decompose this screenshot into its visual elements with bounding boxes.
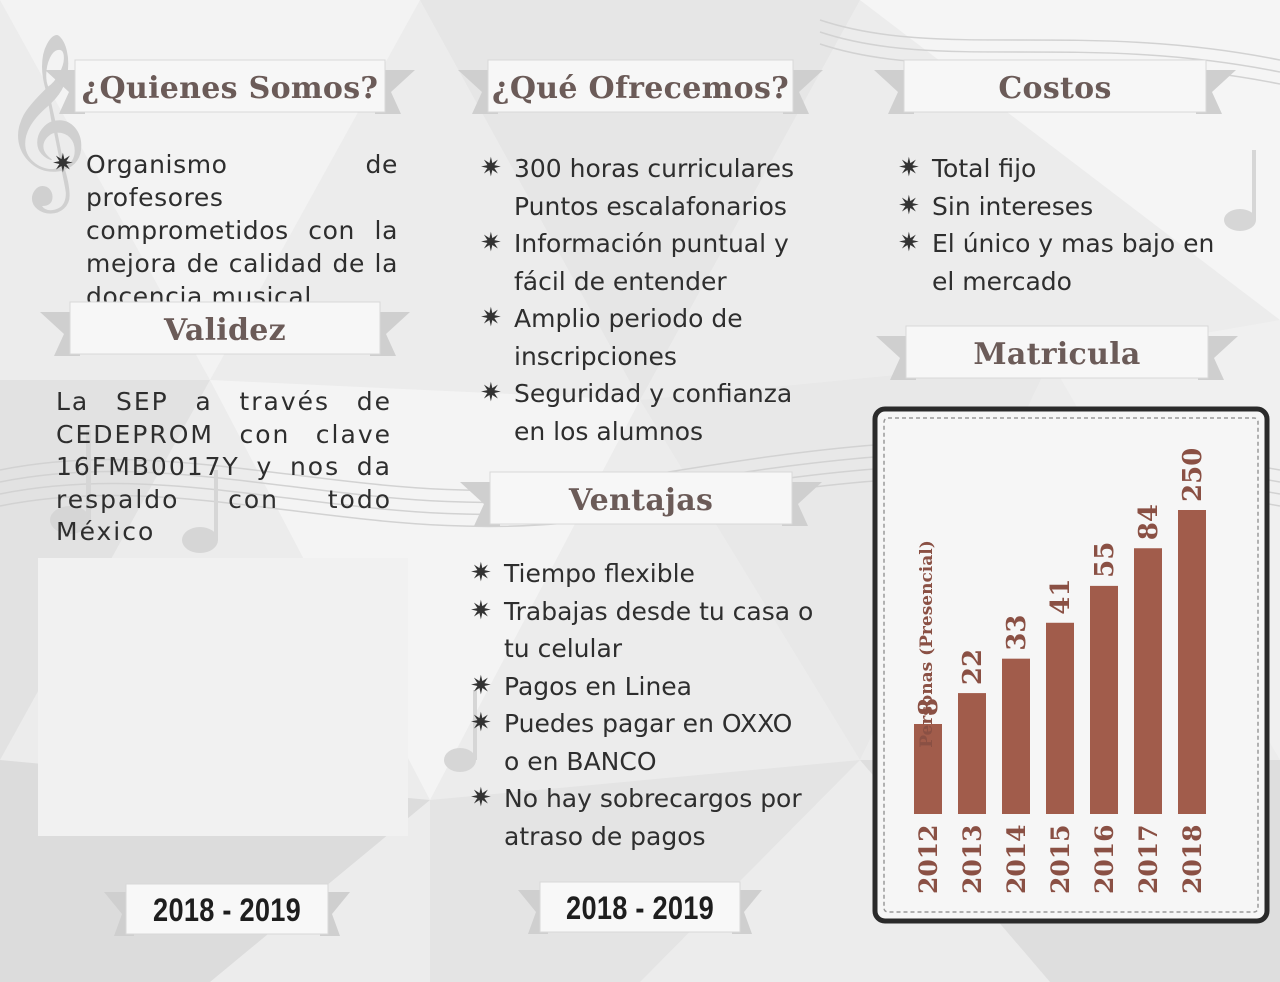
year-label: 2018 - 2019 xyxy=(565,889,715,926)
validity-text: La SEP a través de CEDEPROM con clave 16… xyxy=(56,387,392,546)
offer-item: ✷ Información puntual y fácil de entender xyxy=(480,225,810,300)
ribbon-shape xyxy=(874,59,1236,114)
chart-category-label: 2018 xyxy=(1178,824,1207,894)
cost-item: ✷ Sin intereses xyxy=(898,188,1228,226)
star-bullet-icon: ✷ xyxy=(898,153,920,183)
chart-value-label: 33 xyxy=(1002,614,1032,650)
chart-category-label: 2015 xyxy=(1046,824,1075,894)
ribbon-shape xyxy=(460,471,822,526)
chart-bar xyxy=(958,693,986,814)
chart-value-label: 250 xyxy=(1178,448,1208,502)
year-label: 2018 - 2019 xyxy=(152,891,302,928)
advantages-list: ✷ Tiempo flexible ✷ Trabajas desde tu casa… xyxy=(470,555,815,855)
column-offer: ¿Qué Ofrecemos? ✷ 300 horas curriculares … xyxy=(430,0,860,982)
enrollment-bar-chart: 8 22 33 41 55 84 250 2012 2013 2014 2015 2016 2017 2… xyxy=(872,406,1270,924)
chart-inner-frame xyxy=(883,417,1259,913)
advantage-item: ✷ No hay sobrecargos por atraso de pagos xyxy=(470,780,815,855)
offer-item: ✷ Seguridad y confianza en los alumnos xyxy=(480,375,810,450)
chart-value-label: 8 xyxy=(914,698,944,716)
ribbon-shape xyxy=(876,325,1238,380)
advantages-ribbon: Ventajas xyxy=(460,468,822,532)
svg-text:𝄞: 𝄞 xyxy=(0,32,89,214)
ribbon-shape xyxy=(518,881,762,934)
star-bullet-icon: ✷ xyxy=(480,153,502,183)
chart-category-label: 2012 xyxy=(914,824,943,894)
chart-bar xyxy=(1046,622,1074,814)
offer-ribbon: ¿Qué Ofrecemos? xyxy=(458,56,823,120)
chart-category-label: 2016 xyxy=(1090,824,1119,894)
chart-bar xyxy=(1134,548,1162,814)
chart-bar xyxy=(1178,510,1206,814)
star-bullet-icon: ✷ xyxy=(898,228,920,258)
offer-list: ✷ 300 horas curriculares Puntos escalafon… xyxy=(480,150,810,450)
costs-title: Costos xyxy=(998,70,1112,106)
costs-ribbon: Costos xyxy=(874,56,1236,120)
star-bullet-icon: ✷ xyxy=(470,558,492,588)
offer-item: ✷ 300 horas curriculares Puntos escalafon… xyxy=(480,150,810,225)
star-bullet-icon: ✷ xyxy=(470,670,492,701)
about-ribbon: ¿Quienes Somos? xyxy=(45,56,415,120)
enrollment-ribbon: Matricula xyxy=(876,322,1238,386)
star-bullet-icon: ✷ xyxy=(480,378,502,408)
offer-title: ¿Qué Ofrecemos? xyxy=(491,70,790,106)
advantages-title: Ventajas xyxy=(568,482,714,518)
advantage-item: ✷ Trabajas desde tu casa o tu celular xyxy=(470,593,815,668)
advantage-item: ✷ Tiempo flexible xyxy=(470,555,815,593)
chart-bar xyxy=(914,724,942,814)
star-bullet-icon: ✷ xyxy=(470,708,492,738)
enrollment-title: Matricula xyxy=(973,336,1141,372)
ribbon-shape xyxy=(104,883,350,936)
ribbon-shape xyxy=(40,301,410,356)
column-about: ¿Quienes Somos? ✷ Organismo de profesore… xyxy=(0,0,430,982)
cost-item: ✷ Total fijo xyxy=(898,150,1228,188)
advantage-item: ✷ Puedes pagar en OXXO o en BANCO xyxy=(470,705,815,780)
year-ribbon-left: 2018 - 2019 xyxy=(104,880,350,940)
chart-bar xyxy=(1090,585,1118,814)
about-title: ¿Quienes Somos? xyxy=(81,70,379,106)
chart-value-label: 41 xyxy=(1046,579,1076,615)
about-item: ✷ Organismo de profesores comprometidos … xyxy=(52,149,398,311)
chart-value-label: 22 xyxy=(958,649,988,685)
star-bullet-icon: ✷ xyxy=(480,228,502,258)
chart-category-label: 2013 xyxy=(958,824,987,894)
offer-item: ✷ Amplio periodo de inscripciones xyxy=(480,300,810,375)
validity-ribbon: Validez xyxy=(40,298,410,362)
chart-value-label: 84 xyxy=(1134,504,1164,540)
advantage-item: ✷ Pagos en Linea xyxy=(470,668,815,706)
costs-list: ✷ Total fijo ✷ Sin intereses ✷ El único y m… xyxy=(898,150,1228,300)
image-placeholder xyxy=(38,558,408,836)
chart-value-label: 55 xyxy=(1090,542,1120,578)
chart-category-label: 2014 xyxy=(1002,824,1031,894)
chart-category-label: 2017 xyxy=(1134,824,1163,894)
star-bullet-icon: ✷ xyxy=(480,303,502,333)
validity-title: Validez xyxy=(164,312,286,348)
enrollment-chart: 8 22 33 41 55 84 250 2012 2013 2014 2015 2016 2017 2… xyxy=(872,406,1270,924)
star-bullet-icon: ✷ xyxy=(52,149,75,179)
ribbon-shape xyxy=(45,59,415,114)
star-bullet-icon: ✷ xyxy=(470,783,492,813)
about-list: ✷ Organismo de profesores comprometidos … xyxy=(52,148,398,313)
star-bullet-icon: ✷ xyxy=(470,595,492,626)
ribbon-shape xyxy=(458,59,823,114)
chart-bar xyxy=(1002,658,1030,814)
chart-ylabel: Personas (Presencial) xyxy=(917,540,937,748)
cost-item: ✷ El único y mas bajo en el mercado xyxy=(898,225,1228,300)
star-bullet-icon: ✷ xyxy=(898,190,920,221)
year-ribbon-center: 2018 - 2019 xyxy=(518,878,762,938)
column-costs: Costos ✷ Total fijo ✷ Sin intereses ✷ El ún… xyxy=(860,0,1280,982)
